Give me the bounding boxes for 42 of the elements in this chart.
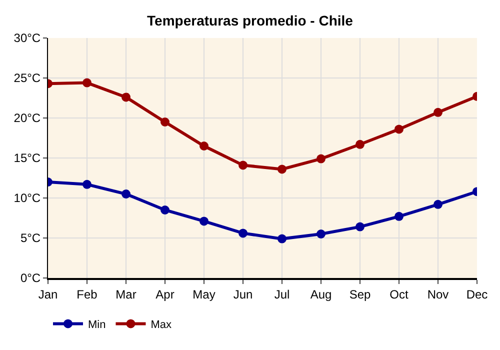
y-tick-label: 5°C — [20, 231, 41, 246]
legend-label: Max — [150, 318, 172, 331]
point — [238, 160, 248, 170]
y-tick-label: 20°C — [14, 111, 41, 126]
x-tick-label: Aug — [310, 287, 332, 302]
x-tick-label: Jun — [233, 287, 253, 302]
point — [394, 212, 404, 221]
y-tick-label: 15°C — [14, 151, 41, 166]
x-tick-label: Jan — [38, 287, 58, 302]
point — [356, 222, 364, 232]
y-tick-label: 0°C — [20, 271, 41, 286]
y-tick-label: 30°C — [14, 31, 41, 46]
point — [316, 230, 326, 238]
point — [278, 164, 286, 174]
point — [434, 200, 442, 209]
point — [82, 78, 92, 88]
point — [200, 142, 208, 150]
y-tick-label: 10°C — [14, 191, 41, 206]
point — [160, 118, 170, 126]
point — [122, 190, 130, 198]
x-tick-label: Jul — [274, 287, 290, 302]
x-tick-label: Mar — [116, 287, 136, 302]
point — [356, 140, 364, 149]
point — [238, 228, 248, 238]
x-tick-label: Nov — [427, 287, 449, 302]
x-tick-label: Apr — [156, 287, 174, 302]
x-tick-label: Dec — [466, 287, 488, 302]
point — [434, 108, 442, 117]
chart-title: Temperaturas promedio - Chile — [147, 12, 354, 29]
legend-label: Min — [88, 318, 106, 331]
point — [82, 180, 92, 189]
point — [316, 154, 326, 164]
point — [160, 206, 170, 214]
y-tick-label: 25°C — [14, 71, 41, 86]
point — [200, 216, 208, 226]
point — [394, 124, 404, 134]
point — [278, 234, 286, 244]
x-tick-label: Oct — [390, 287, 409, 302]
x-tick-label: Feb — [76, 287, 98, 302]
point — [122, 92, 130, 102]
x-tick-label: May — [192, 287, 216, 302]
x-tick-label: Sep — [349, 287, 371, 302]
